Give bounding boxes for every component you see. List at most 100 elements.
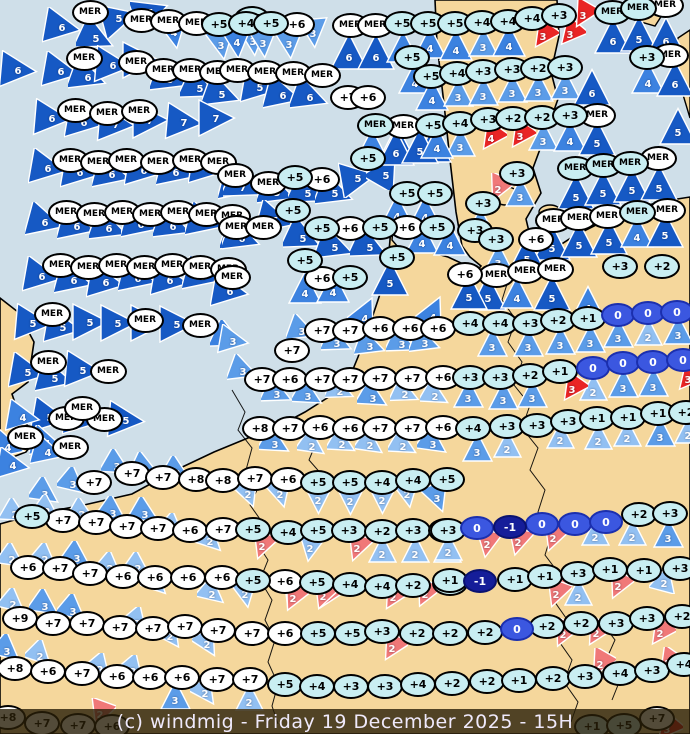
temp-ellipse-negative: -1 (463, 569, 497, 593)
temp-ellipse: +7 (135, 615, 171, 641)
temp-ellipse: +7 (42, 555, 78, 581)
temp-ellipse: +2 (563, 610, 599, 636)
temp-ellipse: +1 (501, 667, 537, 693)
temp-ellipse: +2 (644, 253, 680, 279)
temp-ellipse: +1 (626, 557, 662, 583)
temp-ellipse: +7 (64, 660, 100, 686)
temp-ellipse: +3 (598, 610, 634, 636)
temp-ellipse: +5 (332, 469, 368, 495)
temp-ellipse: +5 (275, 197, 311, 223)
temp-ellipse: +4 (299, 673, 335, 699)
temp-ellipse: +7 (362, 365, 398, 391)
temp-ellipse-zero: 0 (666, 348, 690, 372)
temp-ellipse: +8 (0, 655, 33, 681)
temp-ellipse: +3 (478, 226, 514, 252)
temp-ellipse: +2 (664, 603, 690, 629)
mer-ellipse: MER (63, 395, 101, 421)
wind-triangle: 3 (216, 323, 250, 357)
temp-ellipse: +1 (527, 563, 563, 589)
temp-ellipse: +5 (413, 63, 449, 89)
temp-ellipse-zero: 0 (606, 351, 640, 375)
temp-ellipse: +6 (164, 664, 200, 690)
temp-ellipse: +3 (547, 54, 583, 80)
temp-ellipse: +6 (137, 564, 173, 590)
temp-ellipse: +6 (350, 84, 386, 110)
mer-ellipse: MER (611, 150, 649, 176)
temp-ellipse: +2 (535, 665, 571, 691)
temp-ellipse: +9 (2, 605, 38, 631)
temp-ellipse: +5 (235, 567, 271, 593)
mer-ellipse: MER (244, 214, 282, 240)
temp-ellipse: +3 (629, 605, 665, 631)
mer-ellipse: MER (618, 199, 656, 225)
mer-ellipse: MER (88, 100, 126, 126)
temp-ellipse: +5 (304, 215, 340, 241)
temp-ellipse: +4 (455, 415, 491, 441)
temp-ellipse: +5 (419, 214, 455, 240)
temp-ellipse: +4 (452, 310, 488, 336)
mer-ellipse: MER (149, 8, 187, 34)
temp-ellipse-zero: 0 (576, 356, 610, 380)
temp-ellipse: +6 (518, 226, 554, 252)
temp-ellipse-zero: 0 (660, 300, 690, 324)
temp-ellipse: +7 (232, 666, 268, 692)
temp-ellipse: +5 (332, 264, 368, 290)
temp-ellipse: +3 (367, 673, 403, 699)
caption-bar: (c) windmig - Friday 19 December 2025 - … (0, 709, 690, 734)
temp-ellipse: +5 (235, 516, 271, 542)
temp-ellipse: +7 (114, 460, 150, 486)
temp-ellipse: +7 (145, 464, 181, 490)
temp-ellipse: +7 (167, 613, 203, 639)
temp-ellipse: +2 (432, 620, 468, 646)
mer-ellipse: MER (216, 162, 254, 188)
temp-ellipse: +3 (499, 160, 535, 186)
temp-ellipse: +6 (99, 663, 135, 689)
temp-ellipse: +3 (395, 517, 431, 543)
temp-ellipse: +6 (105, 563, 141, 589)
temp-ellipse: +3 (331, 517, 367, 543)
temp-ellipse: +2 (469, 668, 505, 694)
temp-ellipse: +6 (267, 568, 303, 594)
mer-ellipse: MER (213, 264, 251, 290)
temp-ellipse: +7 (237, 465, 273, 491)
mer-ellipse: MER (619, 0, 657, 21)
temp-ellipse: +2 (395, 572, 431, 598)
temp-ellipse: +5 (379, 244, 415, 270)
mer-ellipse: MER (65, 45, 103, 71)
temp-ellipse: +6 (172, 517, 208, 543)
temp-ellipse: +7 (199, 666, 235, 692)
temp-ellipse: +3 (541, 2, 577, 28)
temp-ellipse: +5 (287, 247, 323, 273)
mer-ellipse: MER (29, 349, 67, 375)
temp-ellipse: +3 (662, 555, 690, 581)
temp-ellipse: +3 (519, 412, 555, 438)
temp-ellipse: +5 (277, 164, 313, 190)
temp-ellipse-zero: 0 (460, 516, 494, 540)
temp-ellipse-zero: 0 (601, 303, 635, 327)
temp-ellipse: +6 (272, 366, 308, 392)
temp-ellipse: +5 (300, 469, 336, 495)
temp-ellipse: +2 (668, 399, 690, 425)
temp-ellipse: +3 (634, 657, 670, 683)
mer-ellipse: MER (6, 424, 44, 450)
temp-ellipse: +7 (69, 610, 105, 636)
temp-ellipse: +5 (429, 466, 465, 492)
temp-ellipse: +4 (395, 467, 431, 493)
temp-ellipse: +4 (602, 660, 638, 686)
temp-ellipse: +7 (102, 614, 138, 640)
temp-ellipse: +6 (332, 415, 368, 441)
temp-ellipse: +6 (447, 261, 483, 287)
temp-ellipse: +2 (399, 620, 435, 646)
temp-ellipse: +3 (333, 673, 369, 699)
temp-ellipse: +1 (432, 567, 468, 593)
temp-ellipse: +5 (267, 671, 303, 697)
temp-ellipse: +3 (552, 102, 588, 128)
temp-ellipse: +5 (299, 569, 335, 595)
mer-ellipse: MER (120, 98, 158, 124)
temp-ellipse: +7 (72, 560, 108, 586)
temp-ellipse: +7 (200, 617, 236, 643)
temp-ellipse-negative: -1 (493, 515, 527, 539)
temp-ellipse: +8 (205, 467, 241, 493)
temp-ellipse: +7 (140, 515, 176, 541)
